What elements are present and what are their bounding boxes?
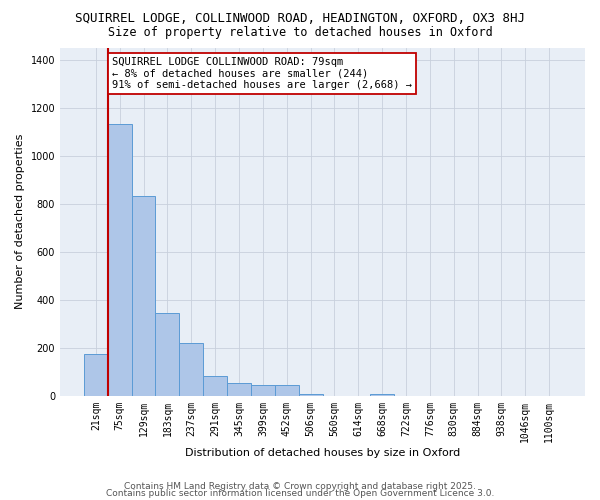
Text: Size of property relative to detached houses in Oxford: Size of property relative to detached ho… [107,26,493,39]
X-axis label: Distribution of detached houses by size in Oxford: Distribution of detached houses by size … [185,448,460,458]
Bar [251,385,275,396]
Bar [84,354,108,396]
Text: Contains public sector information licensed under the Open Government Licence 3.: Contains public sector information licen… [106,489,494,498]
Y-axis label: Number of detached properties: Number of detached properties [15,134,25,310]
Text: SQUIRREL LODGE, COLLINWOOD ROAD, HEADINGTON, OXFORD, OX3 8HJ: SQUIRREL LODGE, COLLINWOOD ROAD, HEADING… [75,12,525,26]
Bar [108,124,131,396]
Bar [155,313,179,396]
Bar [179,343,203,396]
Text: SQUIRREL LODGE COLLINWOOD ROAD: 79sqm
← 8% of detached houses are smaller (244)
: SQUIRREL LODGE COLLINWOOD ROAD: 79sqm ← … [112,57,412,90]
Bar [203,376,227,396]
Bar [370,394,394,396]
Bar [275,385,299,396]
Bar [299,394,323,396]
Bar [131,196,155,396]
Bar [227,382,251,396]
Text: Contains HM Land Registry data © Crown copyright and database right 2025.: Contains HM Land Registry data © Crown c… [124,482,476,491]
